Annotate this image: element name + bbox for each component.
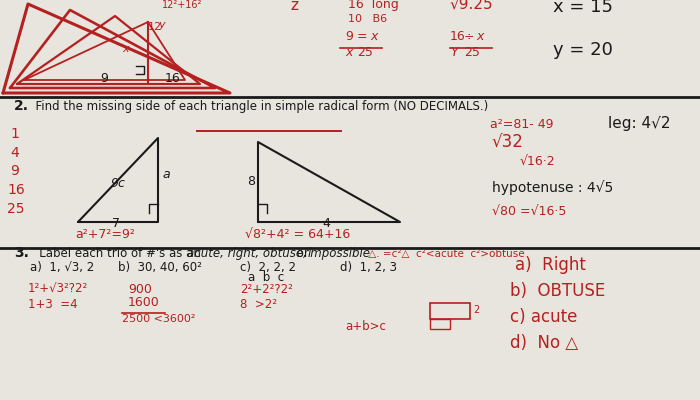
Text: c) acute: c) acute [510, 308, 578, 326]
Text: c)  2, 2, 2: c) 2, 2, 2 [240, 261, 296, 274]
Text: 25: 25 [357, 46, 373, 59]
Text: b)  OBTUSE: b) OBTUSE [510, 282, 606, 300]
Text: 2500 <3600²: 2500 <3600² [122, 314, 195, 324]
Text: =: = [357, 30, 368, 43]
Text: 9: 9 [10, 164, 19, 178]
Text: d)  1, 2, 3: d) 1, 2, 3 [340, 261, 397, 274]
Text: 16: 16 [450, 30, 466, 43]
Text: or: or [293, 247, 313, 260]
Text: a²+7²=9²: a²+7²=9² [75, 228, 135, 241]
Text: √32: √32 [492, 134, 524, 152]
Text: a²=81- 49: a²=81- 49 [490, 118, 554, 131]
Text: Y: Y [450, 46, 458, 59]
Text: acute, right, obtuse,: acute, right, obtuse, [187, 247, 307, 260]
Text: 1²+√3²?2²: 1²+√3²?2² [28, 283, 88, 296]
Text: 25: 25 [464, 46, 480, 59]
Text: 12²+16²: 12²+16² [162, 0, 202, 10]
Text: 2²+2²?2²: 2²+2²?2² [240, 283, 293, 296]
Text: 4: 4 [322, 217, 330, 230]
Text: a  b  c: a b c [248, 271, 284, 284]
Text: 12: 12 [148, 22, 162, 32]
Text: d)  No △: d) No △ [510, 334, 578, 352]
Text: 2: 2 [473, 305, 480, 315]
Text: y: y [158, 20, 164, 30]
Text: 10   B6: 10 B6 [348, 14, 387, 24]
Text: 1: 1 [10, 127, 19, 141]
Text: △. =c²△  c²<acute  c²>obtuse: △. =c²△ c²<acute c²>obtuse [365, 249, 524, 259]
Text: 7: 7 [112, 217, 120, 230]
Text: 16: 16 [7, 183, 24, 197]
Text: √9.25: √9.25 [450, 0, 494, 11]
Bar [430, 319, 450, 329]
Text: hypotenuse : 4√5: hypotenuse : 4√5 [492, 180, 613, 195]
Text: 2.: 2. [14, 99, 29, 113]
Text: x = 15: x = 15 [553, 0, 613, 16]
Text: ÷: ÷ [464, 30, 475, 43]
Text: y = 20: y = 20 [553, 41, 613, 59]
Text: √16·2: √16·2 [520, 155, 556, 168]
Text: a)  1, √3, 2: a) 1, √3, 2 [30, 261, 94, 274]
Text: b)  30, 40, 60²: b) 30, 40, 60² [118, 261, 202, 274]
Text: √80 =√16·5: √80 =√16·5 [492, 205, 566, 218]
Text: 8  >2²: 8 >2² [240, 298, 277, 311]
Text: Find the missing side of each triangle in simple radical form (NO DECIMALS.): Find the missing side of each triangle i… [28, 100, 489, 113]
Text: 16  long: 16 long [348, 0, 399, 11]
Text: a: a [162, 168, 169, 181]
Text: a+b>c: a+b>c [345, 320, 386, 333]
Text: Label each trio of #'s as an: Label each trio of #'s as an [28, 247, 204, 260]
Text: impossible: impossible [308, 247, 371, 260]
Text: 8: 8 [247, 175, 255, 188]
Bar [430, 303, 470, 319]
Text: 9c: 9c [110, 177, 125, 190]
Text: leg: 4√2: leg: 4√2 [608, 116, 671, 131]
Text: 25: 25 [7, 202, 24, 216]
Text: a)  Right: a) Right [515, 256, 586, 274]
Text: √8²+4² = 64+16: √8²+4² = 64+16 [245, 228, 350, 241]
Text: 4: 4 [10, 146, 19, 160]
Text: z: z [290, 0, 298, 13]
Text: x: x [122, 44, 129, 54]
Text: 16: 16 [165, 72, 181, 85]
Text: 9: 9 [345, 30, 353, 43]
Text: 1+3  =4: 1+3 =4 [28, 298, 78, 311]
Text: x: x [476, 30, 484, 43]
Text: 3.: 3. [14, 246, 29, 260]
Text: x: x [370, 30, 377, 43]
Text: 900: 900 [128, 283, 152, 296]
Text: 9: 9 [100, 72, 108, 85]
Text: 1600: 1600 [128, 296, 160, 309]
Text: x: x [345, 46, 352, 59]
